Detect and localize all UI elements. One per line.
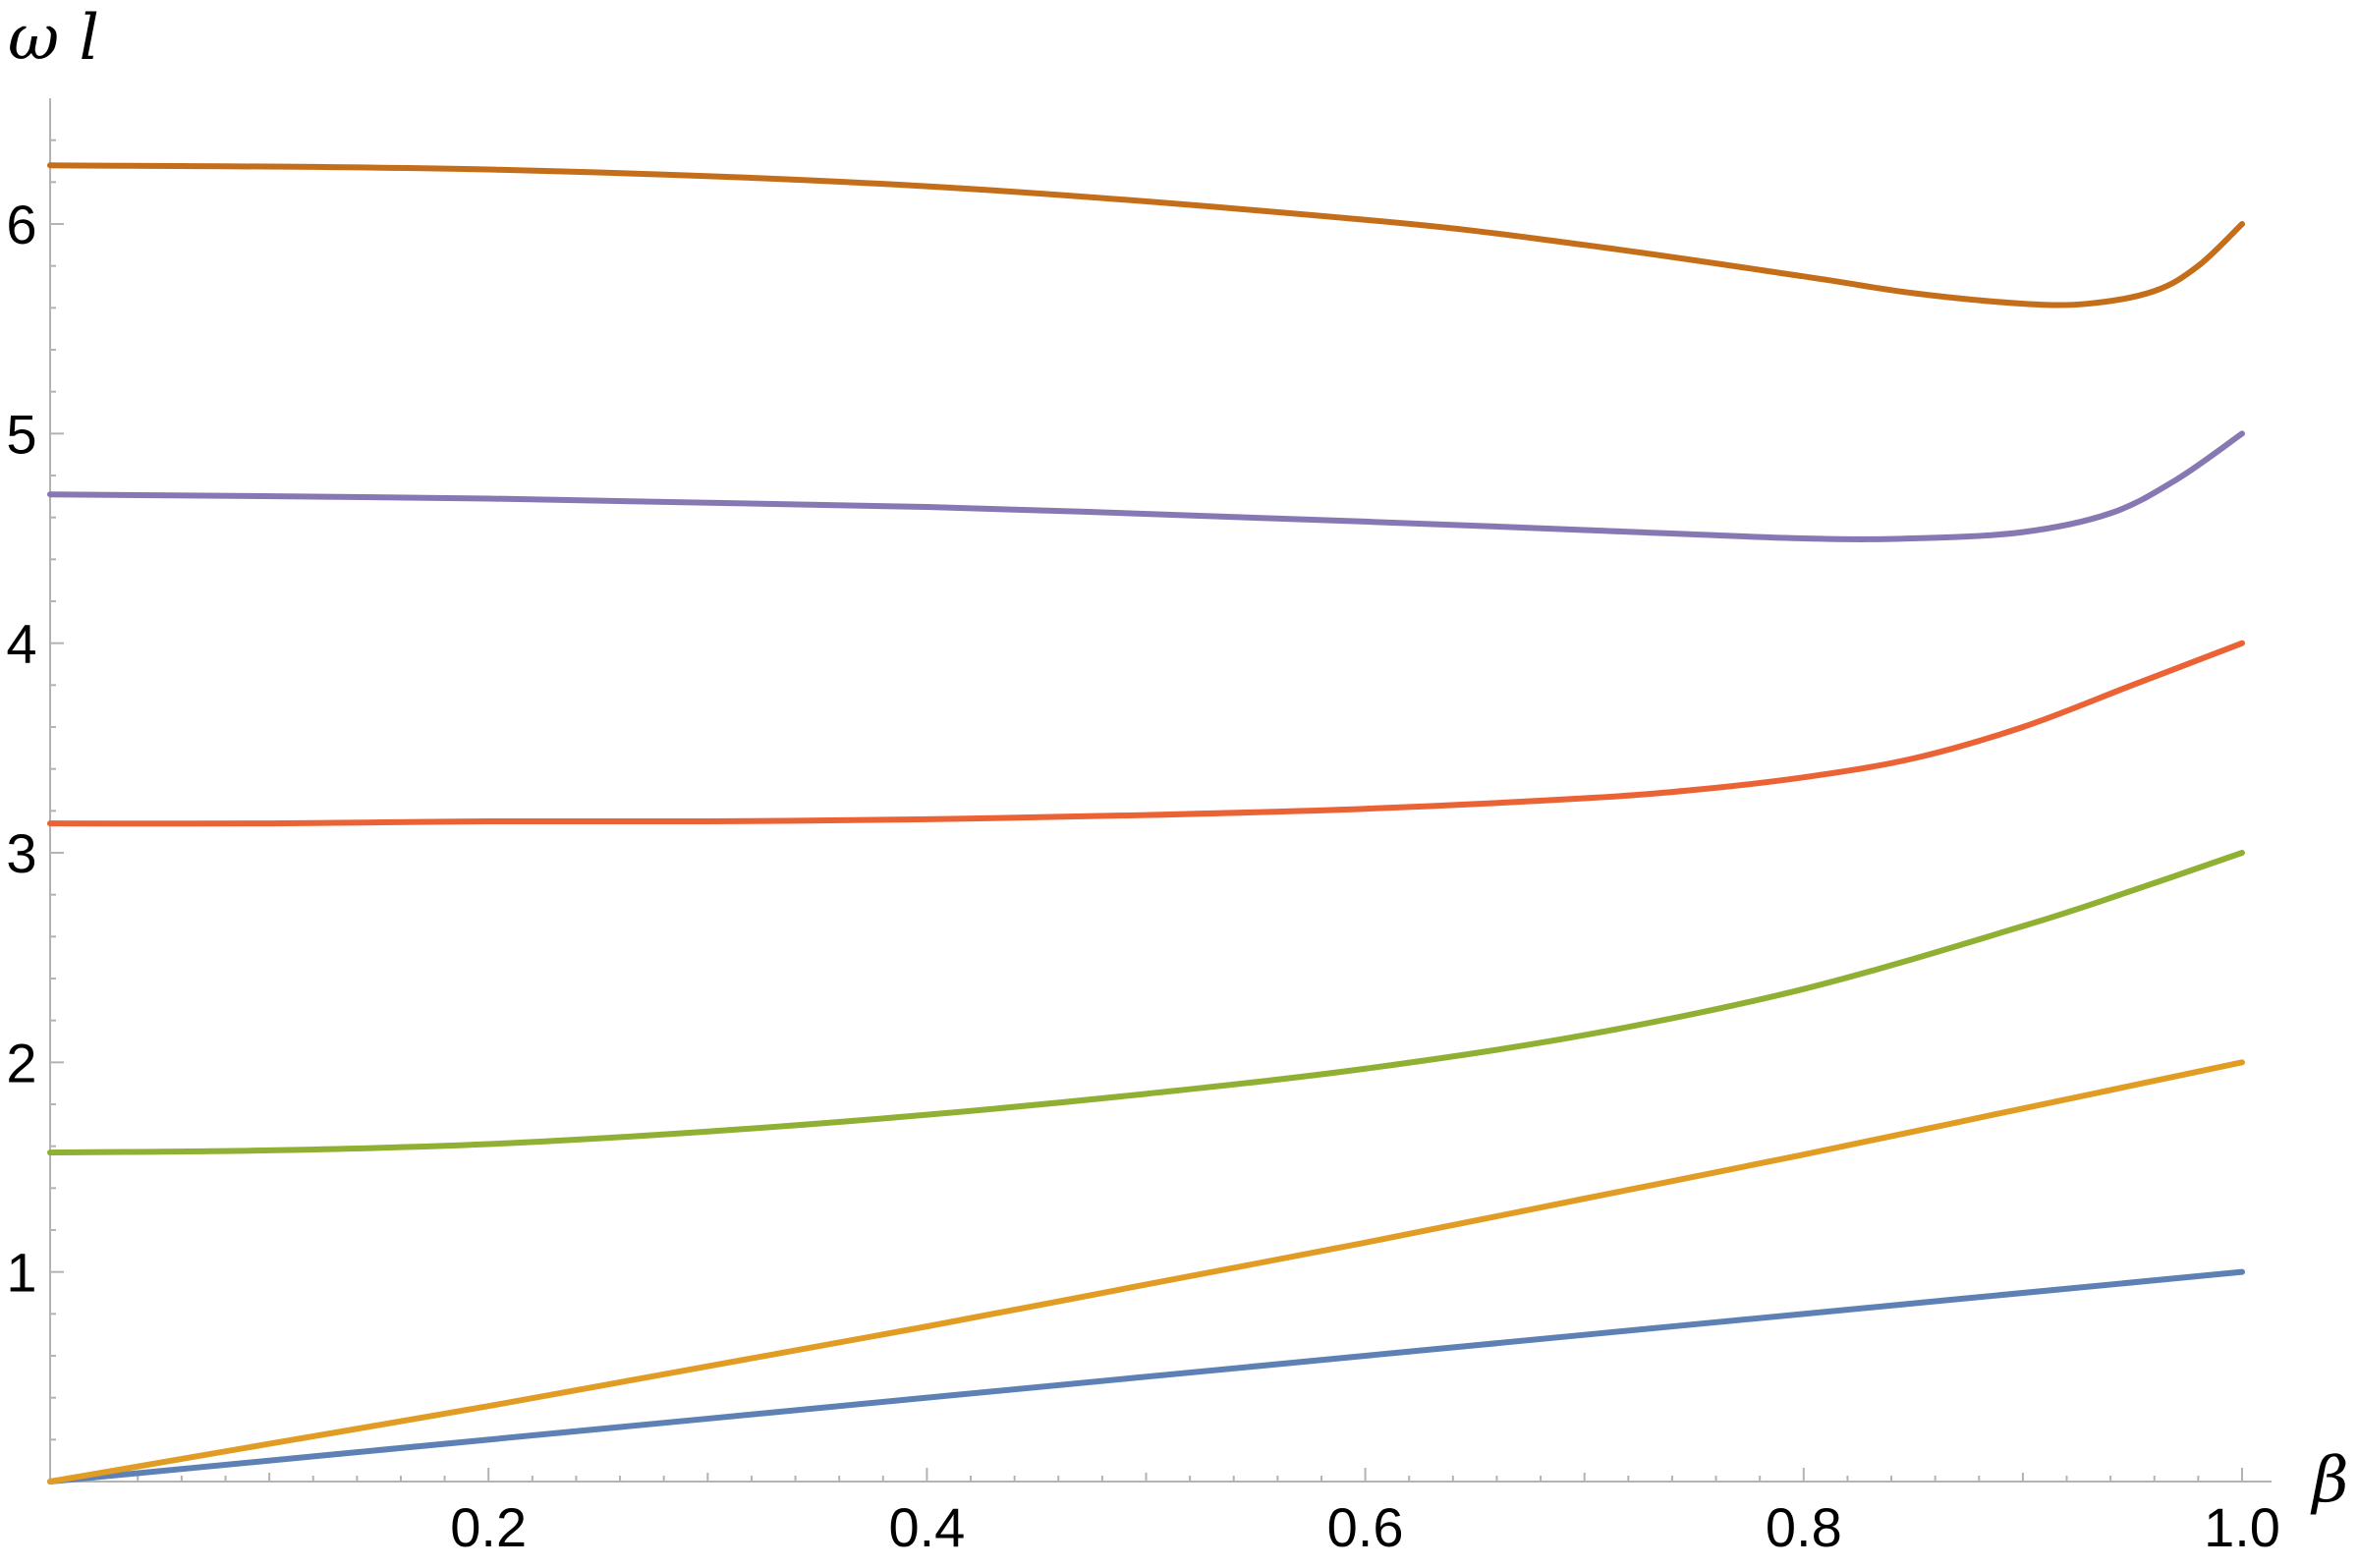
x-tick-label: 0.2 <box>450 1496 527 1558</box>
series-line-3 <box>47 850 2245 1156</box>
y-tick-label: 6 <box>6 194 36 255</box>
y-axis-title: ω l <box>8 2 99 75</box>
x-tick-label: 0.8 <box>1766 1496 1842 1558</box>
series-line-2 <box>47 1059 2245 1484</box>
y-tick-label: 2 <box>6 1032 36 1093</box>
x-tick-label: 0.4 <box>888 1496 965 1558</box>
y-tick-label: 4 <box>6 613 36 675</box>
series-layer <box>47 162 2245 1484</box>
series-line-4 <box>47 640 2245 827</box>
x-tick-label: 1.0 <box>2204 1496 2280 1558</box>
series-line-6 <box>47 162 2245 308</box>
labels: 0.2 0.4 0.6 0.8 1.0 1 2 3 4 5 6 β ω l <box>6 2 2348 1558</box>
x-axis-title: β <box>2311 1444 2349 1517</box>
series-line-1 <box>47 1268 2245 1484</box>
y-tick-label: 5 <box>6 403 36 465</box>
series-line-5 <box>47 430 2245 542</box>
x-tick-label: 0.6 <box>1327 1496 1404 1558</box>
y-tick-label: 1 <box>6 1242 36 1304</box>
axes <box>49 98 2272 1483</box>
y-tick-label: 3 <box>6 822 36 884</box>
